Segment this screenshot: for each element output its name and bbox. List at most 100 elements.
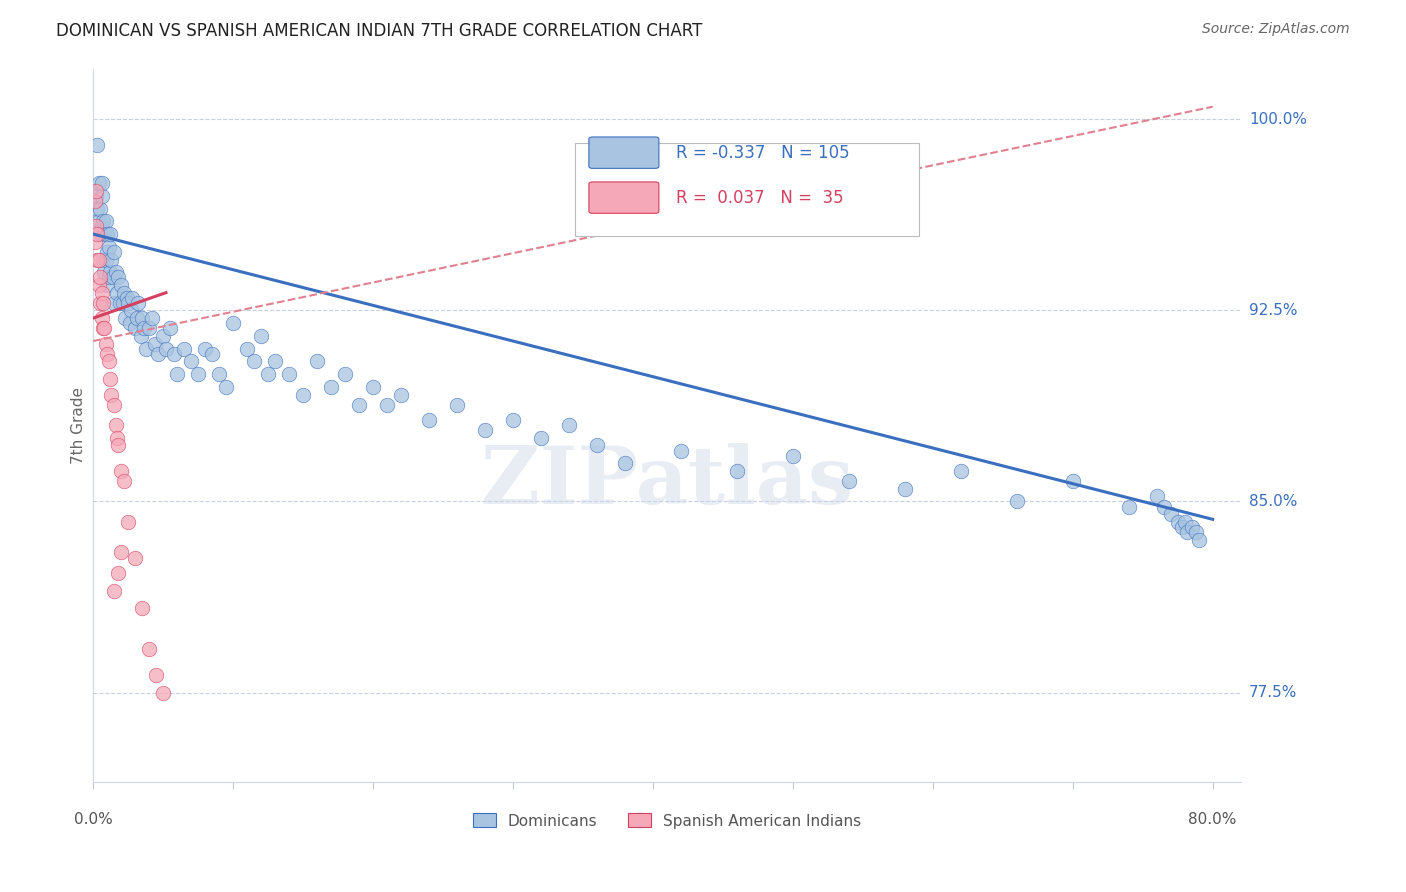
Point xyxy=(112,474,135,488)
Point xyxy=(1118,500,1140,514)
Point xyxy=(91,214,114,228)
Point xyxy=(115,291,138,305)
Point xyxy=(86,227,108,241)
Point xyxy=(586,438,609,452)
Point xyxy=(124,321,146,335)
Point xyxy=(1171,520,1194,534)
Point xyxy=(110,545,132,559)
Bar xyxy=(575,144,920,236)
Point xyxy=(89,227,111,241)
Point xyxy=(111,296,134,310)
Point xyxy=(152,685,174,699)
Point xyxy=(131,311,153,326)
Point xyxy=(138,642,160,657)
Point xyxy=(1181,520,1204,534)
Point xyxy=(222,316,245,330)
Point xyxy=(782,449,804,463)
Point xyxy=(91,296,114,310)
Point xyxy=(96,278,118,293)
Point xyxy=(613,456,636,470)
Point xyxy=(117,515,139,529)
Point xyxy=(264,354,287,368)
Point xyxy=(121,291,143,305)
Point xyxy=(173,342,195,356)
Y-axis label: 7th Grade: 7th Grade xyxy=(72,386,86,464)
Point xyxy=(87,278,110,293)
Point xyxy=(114,311,136,326)
Point xyxy=(104,418,127,433)
Point xyxy=(93,265,115,279)
Point xyxy=(530,431,553,445)
Point xyxy=(93,227,115,241)
Point xyxy=(110,464,132,478)
FancyBboxPatch shape xyxy=(589,182,659,213)
Point xyxy=(104,265,127,279)
Point xyxy=(163,347,186,361)
Point xyxy=(103,296,125,310)
Point xyxy=(117,296,139,310)
Point xyxy=(502,413,524,427)
Point xyxy=(91,252,114,267)
Point xyxy=(1185,524,1208,539)
Point xyxy=(101,270,124,285)
Point xyxy=(155,342,177,356)
Point xyxy=(105,285,128,300)
Point xyxy=(94,214,117,228)
Point xyxy=(90,176,112,190)
Text: Source: ZipAtlas.com: Source: ZipAtlas.com xyxy=(1202,22,1350,37)
Point xyxy=(166,367,188,381)
Point xyxy=(105,431,128,445)
Point xyxy=(118,316,141,330)
Point xyxy=(83,194,105,208)
Point xyxy=(86,202,108,216)
Point xyxy=(107,438,129,452)
Point xyxy=(146,347,169,361)
Point xyxy=(1160,507,1182,521)
Point xyxy=(558,418,581,433)
Point xyxy=(1153,500,1175,514)
Point xyxy=(87,214,110,228)
Point xyxy=(215,380,238,394)
Point xyxy=(201,347,224,361)
Point xyxy=(108,296,131,310)
Point xyxy=(98,372,121,386)
Point xyxy=(250,329,273,343)
Point xyxy=(141,311,163,326)
Point xyxy=(319,380,342,394)
Point xyxy=(138,321,160,335)
Text: ZIPatlas: ZIPatlas xyxy=(481,443,853,521)
Point xyxy=(94,336,117,351)
Point xyxy=(135,342,157,356)
Point xyxy=(159,321,181,335)
Text: 100.0%: 100.0% xyxy=(1249,112,1308,127)
Point xyxy=(1188,533,1211,547)
Point xyxy=(333,367,356,381)
Text: R =  0.037   N =  35: R = 0.037 N = 35 xyxy=(676,188,844,207)
Text: 0.0%: 0.0% xyxy=(73,813,112,827)
Point xyxy=(90,311,112,326)
Point xyxy=(361,380,384,394)
Text: 77.5%: 77.5% xyxy=(1249,685,1298,700)
Point xyxy=(96,347,118,361)
Point xyxy=(84,219,107,234)
Text: R = -0.337   N = 105: R = -0.337 N = 105 xyxy=(676,144,849,161)
Point xyxy=(838,474,860,488)
Point xyxy=(84,184,107,198)
Point xyxy=(120,303,142,318)
Point xyxy=(152,329,174,343)
Point xyxy=(97,354,120,368)
Point xyxy=(94,252,117,267)
Point xyxy=(100,252,122,267)
Point xyxy=(208,367,231,381)
Point xyxy=(446,398,468,412)
Point xyxy=(187,367,209,381)
Point xyxy=(418,413,440,427)
Point xyxy=(1062,474,1084,488)
Point xyxy=(292,387,315,401)
Point xyxy=(93,321,115,335)
Point xyxy=(87,252,110,267)
Point xyxy=(90,285,112,300)
Point xyxy=(1177,524,1199,539)
Point xyxy=(389,387,412,401)
Point xyxy=(86,252,108,267)
